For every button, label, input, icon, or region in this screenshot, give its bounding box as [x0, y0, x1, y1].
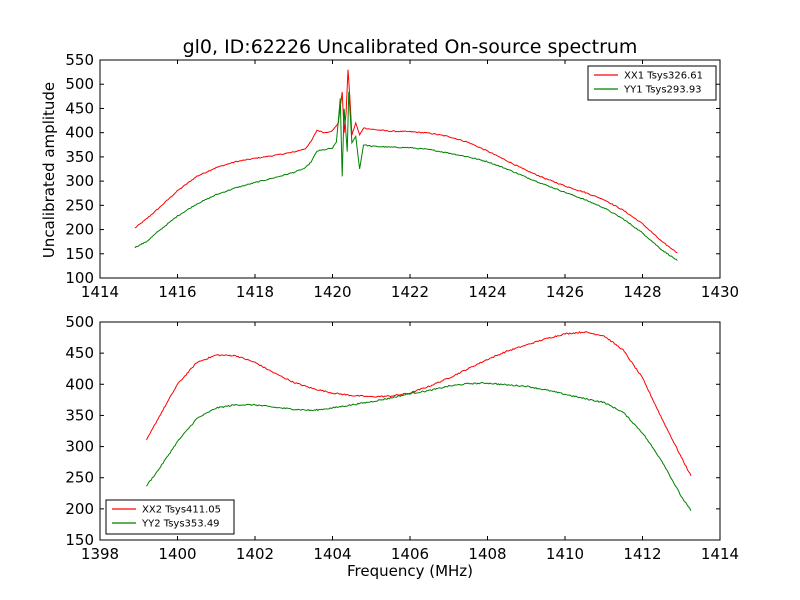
- y-tick-label: 400: [65, 124, 94, 142]
- x-tick-label: 1410: [546, 545, 584, 563]
- y-tick-label: 300: [65, 438, 94, 456]
- legend-box: [105, 499, 235, 535]
- bottom-panel: 1398 1400 1402 1404 1406 1408 1410 1412 1414 150 2…: [65, 313, 739, 563]
- chart-title: gl0, ID:62226 Uncalibrated On-source spe…: [183, 36, 638, 58]
- y-tick-label: 250: [65, 196, 94, 214]
- x-tick-label: 1422: [391, 283, 429, 301]
- y-tick-label: 300: [65, 172, 94, 190]
- x-tick-label: 1424: [468, 283, 506, 301]
- x-tick-label: 1428: [623, 283, 661, 301]
- legend: XX2 Tsys411.05 YY2 Tsys353.49: [105, 499, 235, 535]
- x-tick-label: 1402: [236, 545, 274, 563]
- y-tick-label: 500: [65, 313, 94, 331]
- y-axis-label-top: Uncalibrated amplitude: [40, 82, 58, 258]
- x-tick-label: 1416: [158, 283, 196, 301]
- y-tick-label: 100: [65, 269, 94, 287]
- x-tick-label: 1400: [158, 545, 196, 563]
- y-tick-label: 500: [65, 75, 94, 93]
- x-tick-label: 1414: [81, 283, 119, 301]
- y-tick-label: 450: [65, 99, 94, 117]
- x-tick-label: 1406: [391, 545, 429, 563]
- x-tick-label: 1430: [701, 283, 739, 301]
- y-tick-label: 250: [65, 469, 94, 487]
- legend-label: YY1 Tsys293.93: [623, 85, 702, 96]
- series-line-yy1: [134, 91, 678, 261]
- legend-label: XX2 Tsys411.05: [142, 505, 221, 516]
- y-tick-label: 450: [65, 344, 94, 362]
- y-tick-label: 400: [65, 375, 94, 393]
- y-tick-label: 350: [65, 406, 94, 424]
- x-tick-label: 1426: [546, 283, 584, 301]
- y-tick-label: 200: [65, 500, 94, 518]
- y-tick-label: 350: [65, 148, 94, 166]
- x-tick-label: 1420: [313, 283, 351, 301]
- y-tick-label: 150: [65, 531, 94, 549]
- x-tick-label: 1404: [313, 545, 351, 563]
- x-tick-label: 1418: [236, 283, 274, 301]
- x-axis-label-bottom: Frequency (MHz): [347, 562, 473, 580]
- top-panel: 1414 1416 1418 1420 1422 1424 1426 1428 1430 100 1…: [65, 51, 739, 301]
- y-tick-label: 150: [65, 245, 94, 263]
- series-line-xx2: [146, 331, 692, 477]
- legend: XX1 Tsys326.61 YY1 Tsys293.93: [587, 65, 717, 101]
- legend-label: XX1 Tsys326.61: [624, 71, 703, 82]
- y-tick-label: 550: [65, 51, 94, 69]
- y-tick-label: 200: [65, 221, 94, 239]
- x-tick-label: 1398: [81, 545, 119, 563]
- series-line-xx1: [134, 69, 678, 254]
- legend-label: YY2 Tsys353.49: [141, 519, 220, 530]
- x-tick-label: 1408: [468, 545, 506, 563]
- series-line-yy2: [146, 382, 692, 511]
- legend-box: [587, 65, 717, 101]
- x-tick-label: 1412: [623, 545, 661, 563]
- x-tick-label: 1414: [701, 545, 739, 563]
